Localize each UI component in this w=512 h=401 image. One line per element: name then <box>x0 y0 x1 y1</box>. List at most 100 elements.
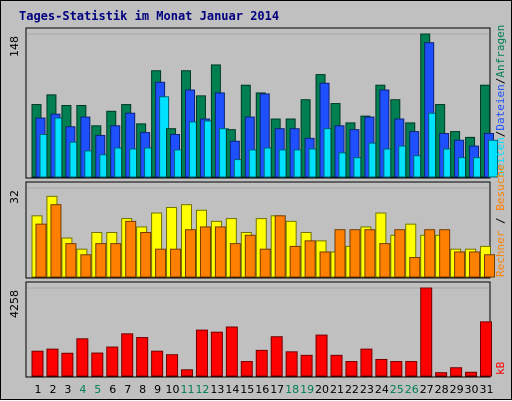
bar-mid-rechner-day-31 <box>484 254 495 278</box>
bar-mid-rechner-day-7 <box>125 220 137 278</box>
bar-mid-rechner-day-2 <box>50 204 62 278</box>
bar-bot-kb-day-26 <box>405 361 418 377</box>
legend-separator: / <box>494 211 507 231</box>
x-tick-label-day-16: 16 <box>255 383 269 396</box>
panel-bot-max-label: 4258 <box>8 290 21 318</box>
bar-mid-rechner-day-18 <box>289 245 301 278</box>
bar-mid-rechner-day-23 <box>364 229 376 278</box>
legend-separator: / <box>494 78 507 85</box>
bar-mid-rechner-day-27 <box>424 229 436 278</box>
x-tick-label-day-22: 22 <box>345 383 359 396</box>
bar-mid-rechner-day-5 <box>95 243 107 278</box>
bar-bot-kb-day-6 <box>106 346 119 377</box>
bar-bot-kb-day-4 <box>76 338 89 377</box>
bar-bot-kb-day-22 <box>345 361 358 377</box>
legend-seiten: Seiten <box>494 137 507 177</box>
bar-bot-kb-day-20 <box>315 334 328 377</box>
bar-mid-rechner-day-15 <box>244 234 256 278</box>
bar-mid-rechner-day-24 <box>379 243 391 278</box>
legend-mid: Rechner / Besuche <box>494 164 507 277</box>
x-tick-label-day-21: 21 <box>330 383 344 396</box>
bar-top-seiten-day-31 <box>488 139 498 178</box>
x-tick-label-day-15: 15 <box>240 383 254 396</box>
bar-mid-rechner-day-14 <box>229 243 241 278</box>
bar-bot-kb-day-13 <box>210 331 223 377</box>
bar-mid-rechner-day-21 <box>334 229 346 278</box>
x-tick-label-day-23: 23 <box>360 383 374 396</box>
bar-mid-rechner-day-3 <box>65 243 77 278</box>
chart-title: Tages-Statistik im Monat Januar 2014 <box>19 9 279 23</box>
x-tick-label-day-5: 5 <box>94 383 101 396</box>
panel-top: 148 <box>8 27 498 179</box>
bar-bot-kb-day-18 <box>285 351 298 377</box>
x-tick-label-day-20: 20 <box>315 383 329 396</box>
x-axis-labels: 1 2 3 4 5 6 7 8 9 10 11 12 13 14 15 16 17 18 19 20 21 22 23 24 2… <box>35 383 494 396</box>
bar-mid-rechner-day-20 <box>319 251 331 278</box>
bar-mid-rechner-day-10 <box>170 248 182 278</box>
bar-bot-kb-day-29 <box>450 367 463 377</box>
x-tick-label-day-1: 1 <box>35 383 42 396</box>
bar-bot-kb-day-10 <box>166 354 179 377</box>
x-tick-label-day-2: 2 <box>49 383 56 396</box>
bar-bot-kb-day-1 <box>31 350 44 377</box>
x-tick-label-day-11: 11 <box>181 383 195 396</box>
bar-bot-kb-day-5 <box>91 352 104 377</box>
x-tick-label-day-6: 6 <box>109 383 116 396</box>
x-tick-label-day-18: 18 <box>285 383 299 396</box>
x-tick-label-day-27: 27 <box>420 383 434 396</box>
bar-mid-rechner-day-11 <box>185 229 196 278</box>
panel-mid: 32 <box>8 181 495 279</box>
bar-bot-kb-day-14 <box>225 326 238 377</box>
bar-mid-rechner-day-26 <box>409 257 421 278</box>
bar-bot-kb-day-15 <box>240 361 253 377</box>
x-tick-label-day-25: 25 <box>390 383 404 396</box>
legend-dateien: Dateien <box>494 84 507 130</box>
legend-kb: kB <box>494 361 507 375</box>
x-tick-label-day-29: 29 <box>450 383 464 396</box>
bar-bot-kb-day-17 <box>270 336 283 377</box>
bar-bot-kb-day-8 <box>136 337 149 377</box>
legend-rechner: Rechner <box>494 230 507 277</box>
bar-mid-rechner-day-19 <box>304 240 316 278</box>
panel-top-max-label: 148 <box>8 36 21 57</box>
bar-mid-rechner-day-17 <box>274 215 286 278</box>
bar-bot-kb-day-2 <box>46 348 59 377</box>
panel-bot: 4258 <box>8 281 492 378</box>
panels-layer: 148 32 4258 <box>8 27 498 378</box>
bar-bot-kb-day-31 <box>480 321 492 377</box>
bar-mid-rechner-day-16 <box>259 248 271 278</box>
bar-bot-kb-day-12 <box>195 329 208 377</box>
bar-mid-rechner-day-22 <box>349 229 361 278</box>
x-tick-label-day-8: 8 <box>139 383 146 396</box>
bar-bot-kb-day-9 <box>151 350 164 377</box>
x-tick-label-day-7: 7 <box>124 383 131 396</box>
legend-separator: / <box>494 131 507 138</box>
bar-mid-rechner-day-9 <box>155 248 167 278</box>
bar-mid-rechner-day-8 <box>140 232 152 278</box>
x-tick-label-day-31: 31 <box>480 383 494 396</box>
legend-top: Seiten/Dateien/Anfragen <box>494 25 507 177</box>
bar-mid-rechner-day-13 <box>214 226 226 278</box>
legend-anfragen: Anfragen <box>494 25 507 78</box>
x-tick-label-day-10: 10 <box>166 383 180 396</box>
x-tick-label-day-4: 4 <box>79 383 86 396</box>
bar-mid-rechner-day-28 <box>439 229 451 278</box>
x-tick-label-day-12: 12 <box>195 383 209 396</box>
bar-mid-rechner-day-30 <box>469 251 481 278</box>
bar-bot-kb-day-11 <box>181 369 193 377</box>
panel-mid-max-label: 32 <box>8 190 21 204</box>
bar-bot-kb-day-7 <box>121 333 134 377</box>
bar-mid-rechner-day-4 <box>80 254 92 278</box>
bar-bot-kb-day-19 <box>300 354 313 377</box>
legend-besuche: Besuche <box>494 164 507 210</box>
x-tick-label-day-19: 19 <box>300 383 314 396</box>
x-tick-label-day-13: 13 <box>210 383 224 396</box>
x-tick-label-day-26: 26 <box>405 383 419 396</box>
bar-mid-rechner-day-12 <box>199 226 211 278</box>
bar-mid-rechner-day-25 <box>394 229 406 278</box>
bar-mid-rechner-day-29 <box>454 251 466 278</box>
bar-mid-rechner-day-1 <box>35 223 47 278</box>
